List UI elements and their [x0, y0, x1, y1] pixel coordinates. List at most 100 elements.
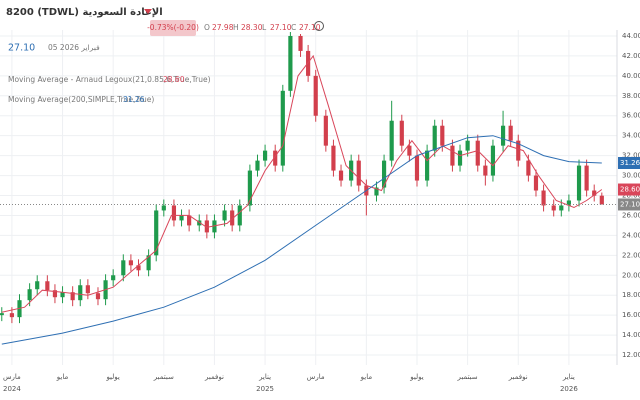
candle-body — [338, 170, 344, 181]
candle-body — [171, 205, 177, 221]
candle-body — [381, 160, 387, 188]
candle-body — [414, 155, 420, 181]
candle-body — [533, 175, 539, 191]
candle-body — [262, 150, 268, 161]
candle-body — [121, 260, 126, 276]
settings-icon[interactable] — [314, 21, 324, 31]
ohlc-value: 27.10 — [299, 23, 321, 32]
candle-body — [280, 90, 285, 166]
x-year-label: 2024 — [3, 385, 21, 393]
price-tag-label: 28.60 — [620, 186, 640, 194]
candle-body — [457, 150, 463, 166]
ohlc-key: H — [233, 23, 239, 32]
candle-body — [187, 215, 192, 226]
plot-area — [0, 30, 617, 365]
candle-body — [298, 35, 303, 51]
candle-body — [389, 120, 394, 161]
candle-body — [483, 165, 488, 176]
candle-body — [212, 220, 217, 233]
candle-body — [197, 220, 202, 226]
legend-sma-value: 31.26 — [123, 95, 145, 104]
candle-body — [432, 125, 437, 151]
y-tick-label: 36.00 — [622, 112, 640, 120]
candle-body — [313, 75, 318, 116]
x-tick-label: يوليو — [105, 373, 119, 381]
ohlc-key: C — [291, 23, 296, 32]
y-tick-label: 42.00 — [622, 52, 640, 60]
price-tag — [618, 198, 640, 211]
y-tick-label: 40.00 — [622, 72, 640, 80]
dropdown-arrow[interactable] — [144, 9, 152, 14]
y-tick-label: 24.00 — [622, 231, 640, 239]
candle-body — [576, 165, 582, 201]
candle-body — [399, 120, 404, 146]
candle-body — [27, 289, 32, 301]
candle-body — [70, 292, 75, 301]
candle-body — [179, 215, 184, 221]
candle-body — [45, 281, 50, 291]
x-tick-label: مايو — [360, 373, 373, 381]
candle-body — [374, 187, 379, 196]
y-tick-label: 32.00 — [622, 152, 640, 160]
ohlc-key: O — [204, 23, 210, 32]
candle-body — [128, 260, 133, 266]
candle-body — [204, 220, 209, 233]
price-tag — [618, 157, 640, 170]
change-badge — [150, 20, 196, 36]
candle-body — [526, 160, 531, 176]
candle-body — [584, 165, 589, 191]
candle-body — [35, 281, 40, 290]
candle-body — [475, 140, 480, 166]
change: -0.73%(-0.20) — [147, 23, 199, 32]
candle-body — [559, 205, 564, 211]
candle-body — [407, 145, 412, 156]
candle-body — [516, 140, 521, 161]
candle-body — [154, 210, 159, 256]
x-tick-label: مايو — [56, 373, 69, 381]
x-tick-label: مارس — [307, 373, 325, 381]
candle-body — [592, 190, 597, 196]
y-tick-label: 16.00 — [622, 311, 640, 319]
candle-body — [0, 313, 4, 316]
candle-body — [323, 115, 328, 146]
candle-body — [230, 210, 235, 226]
candle-body — [52, 290, 58, 298]
ohlc: O 27.98 H 28.30 L 27.10 C 27.10 — [204, 23, 321, 32]
moving-average-line — [1, 135, 602, 345]
y-tick-label: 30.00 — [622, 172, 640, 180]
candle-body — [508, 125, 513, 141]
candle-body — [551, 205, 556, 211]
candle-body — [60, 292, 65, 298]
candle-body — [136, 265, 141, 271]
y-tick-label: 26.00 — [622, 211, 640, 219]
x-tick-label: يناير — [258, 373, 271, 381]
candle-body — [255, 160, 260, 171]
y-tick-label: 20.00 — [622, 271, 640, 279]
candle-body — [331, 145, 336, 171]
candle-body — [425, 150, 430, 181]
ohlc-value: 27.10 — [270, 23, 292, 32]
candle-body — [95, 293, 101, 300]
x-tick-label: سبتمبر — [153, 373, 174, 381]
candle-body — [237, 205, 242, 226]
price-tag-label: 31.26 — [620, 159, 640, 167]
candle-body — [78, 285, 83, 301]
candle-body — [85, 285, 90, 294]
candle-body — [146, 255, 151, 271]
y-tick-label: 44.00 — [622, 32, 640, 40]
candle-body — [247, 170, 252, 206]
candle-body — [440, 125, 445, 146]
y-tick-label: 38.00 — [622, 92, 640, 100]
x-tick-label: نوفمبر — [508, 373, 528, 381]
x-year-label: 2025 — [256, 385, 274, 393]
candle-body — [500, 125, 506, 146]
legend-alma: Moving Average - Arnaud Legoux(21,0.85,6… — [8, 75, 211, 84]
x-tick-label: يوليو — [409, 373, 423, 381]
x-year-label: 2026 — [560, 385, 578, 393]
candle-body — [288, 35, 293, 91]
ohlc-value: 27.98 — [212, 23, 234, 32]
candle-body — [566, 200, 571, 206]
